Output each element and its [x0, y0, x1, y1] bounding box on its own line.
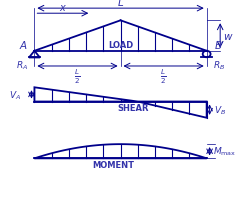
Polygon shape: [29, 52, 40, 58]
Text: $w$: $w$: [223, 31, 234, 41]
Polygon shape: [34, 144, 207, 159]
Text: MOMENT: MOMENT: [92, 160, 134, 169]
Circle shape: [203, 52, 211, 58]
Text: LOAD: LOAD: [108, 41, 133, 50]
Text: $\frac{L}{2}$: $\frac{L}{2}$: [74, 68, 81, 86]
Text: $A$: $A$: [19, 39, 28, 50]
Text: $V_B$: $V_B$: [214, 104, 226, 116]
Polygon shape: [34, 88, 138, 102]
Text: $R_B$: $R_B$: [213, 59, 225, 72]
Text: $V_A$: $V_A$: [9, 89, 21, 101]
Text: $M_{\mathrm{max}}$: $M_{\mathrm{max}}$: [213, 145, 237, 158]
Polygon shape: [138, 102, 207, 118]
Text: $R_A$: $R_A$: [16, 59, 28, 72]
Text: $B$: $B$: [214, 39, 222, 50]
Text: $\frac{L}{2}$: $\frac{L}{2}$: [160, 68, 167, 86]
Text: SHEAR: SHEAR: [117, 103, 149, 112]
Text: $L$: $L$: [117, 0, 124, 8]
Text: $x$: $x$: [59, 3, 67, 13]
